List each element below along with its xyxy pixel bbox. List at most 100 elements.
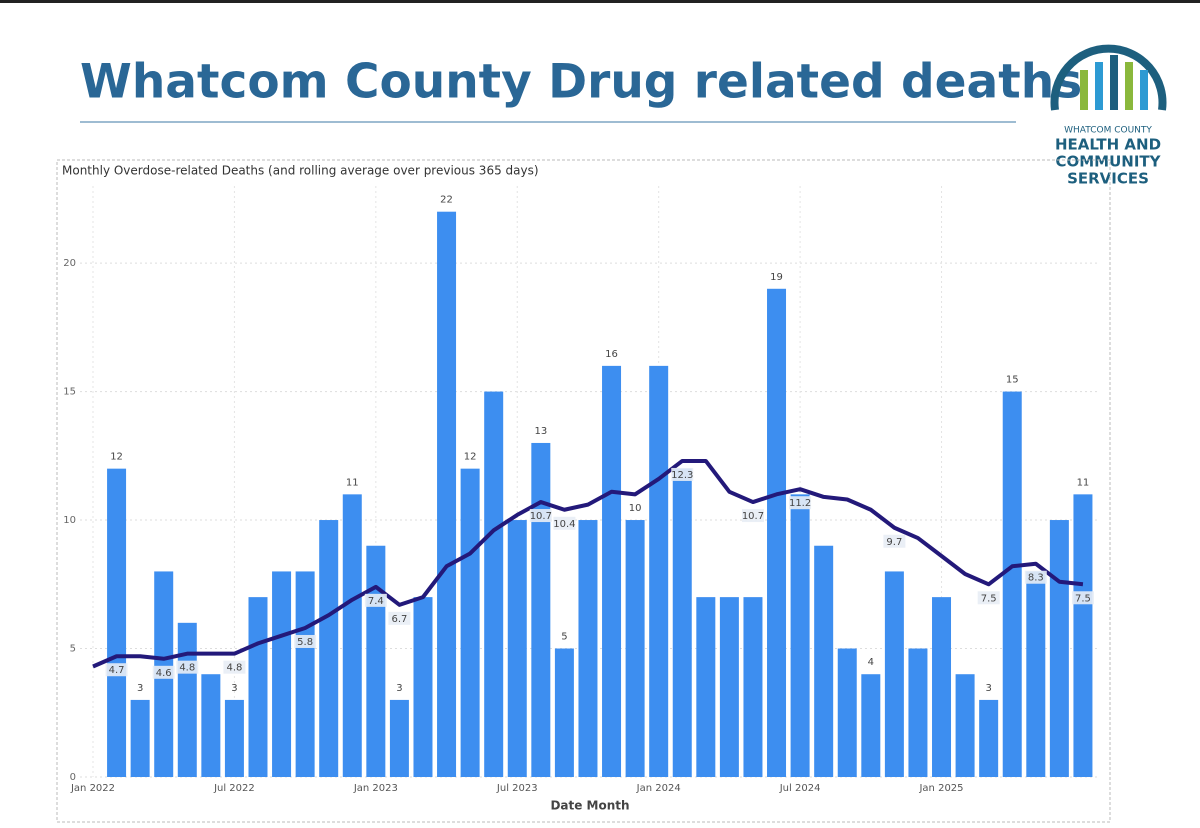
bar-value-label: 13	[534, 426, 547, 437]
bar	[1073, 494, 1093, 777]
line-label-bg	[176, 660, 199, 674]
bar-value-label: 5	[561, 632, 567, 643]
bar	[1026, 571, 1046, 777]
bar-value-label: 11	[1077, 477, 1090, 488]
bar	[554, 648, 574, 777]
line-value-label: 9.7	[886, 537, 902, 548]
logo-arc	[1050, 44, 1167, 111]
line-label-bg	[364, 593, 387, 607]
bar	[767, 288, 787, 777]
line-label-bg	[671, 467, 694, 481]
x-tick-label: Jan 2022	[70, 783, 115, 794]
bar	[672, 468, 692, 777]
line-value-label: 11.2	[789, 498, 811, 509]
line-value-label: 10.7	[742, 511, 764, 522]
bar	[814, 545, 834, 777]
line-label-bg	[789, 496, 812, 510]
bar-value-label: 16	[605, 349, 618, 360]
logo-figure	[1095, 62, 1103, 110]
bar	[1049, 520, 1069, 777]
line-value-label: 7.5	[1075, 593, 1091, 604]
bar	[861, 674, 881, 777]
bar	[884, 571, 904, 777]
logo-figure	[1080, 70, 1088, 110]
line-value-label: 4.7	[109, 665, 125, 676]
line-label-bg	[105, 663, 128, 677]
line-label-bg	[388, 611, 411, 625]
line-label-bg	[977, 591, 1000, 605]
chart-title: Monthly Overdose-related Deaths (and rol…	[62, 164, 539, 178]
logo-figure	[1125, 62, 1133, 110]
x-tick-label: Jul 2024	[779, 783, 821, 794]
bar	[413, 597, 433, 777]
bar	[790, 494, 810, 777]
line-label-bg	[1024, 570, 1047, 584]
rolling-average-line	[92, 458, 1084, 669]
bar-value-label: 3	[985, 683, 991, 694]
line-value-label: 4.6	[156, 668, 172, 679]
bar	[248, 597, 268, 777]
bar-value-label: 3	[137, 683, 143, 694]
x-tick-label: Jan 2023	[353, 783, 398, 794]
bar-value-label: 11	[346, 477, 359, 488]
line-label-bg	[152, 665, 175, 679]
bar-value-label: 12	[110, 452, 123, 463]
logo-text: WHATCOM COUNTY	[1064, 126, 1152, 136]
bar	[979, 699, 999, 777]
bar	[908, 648, 928, 777]
bar	[602, 365, 622, 777]
bar	[625, 520, 645, 777]
line-value-label: 7.5	[981, 593, 997, 604]
x-tick-label: Jul 2023	[496, 783, 538, 794]
bar	[201, 674, 221, 777]
bar-value-label: 22	[440, 195, 453, 206]
bar	[177, 622, 197, 777]
line-label-bg	[223, 660, 246, 674]
bar	[460, 468, 480, 777]
bar	[107, 468, 127, 777]
line-label-bg	[883, 534, 906, 548]
bar	[531, 442, 551, 777]
line-label-bg	[294, 634, 317, 648]
line-value-label: 6.7	[391, 614, 407, 625]
bar	[578, 520, 598, 777]
bar-value-label: 12	[464, 452, 477, 463]
bar-value-label: 3	[231, 683, 237, 694]
top-border	[0, 0, 1200, 3]
bar	[932, 597, 952, 777]
bar	[389, 699, 409, 777]
line-value-label: 8.3	[1028, 573, 1044, 584]
bar	[696, 597, 716, 777]
logo-text: COMMUNITY	[1055, 153, 1161, 171]
bar	[955, 674, 975, 777]
line-label-bg	[741, 509, 764, 523]
bar	[366, 545, 386, 777]
bar	[649, 365, 669, 777]
bar	[437, 211, 457, 777]
bar	[319, 520, 339, 777]
bar-value-label: 19	[770, 272, 783, 283]
bar	[507, 520, 527, 777]
logo-text: SERVICES	[1067, 170, 1149, 188]
line-value-label: 4.8	[226, 663, 242, 674]
line-value-label: 10.4	[553, 519, 575, 530]
line-value-label: 4.8	[179, 663, 195, 674]
bar-value-label: 4	[868, 657, 874, 668]
logo-figure	[1140, 70, 1148, 110]
logo: WHATCOM COUNTY HEALTH AND COMMUNITY SERV…	[1050, 44, 1167, 188]
line-label-bg	[553, 516, 576, 530]
chart-frame	[56, 159, 1111, 823]
bar	[719, 597, 739, 777]
line-label-bg	[529, 509, 552, 523]
bar	[272, 571, 292, 777]
bar	[130, 699, 150, 777]
line-value-label: 5.8	[297, 637, 313, 648]
x-axis-label: Date Month	[550, 799, 629, 813]
bar	[1002, 391, 1022, 777]
bar	[743, 597, 763, 777]
y-tick-label: 0	[70, 772, 76, 783]
x-tick-label: Jan 2024	[636, 783, 681, 794]
bar	[224, 699, 244, 777]
line-value-label: 12.3	[671, 470, 693, 481]
